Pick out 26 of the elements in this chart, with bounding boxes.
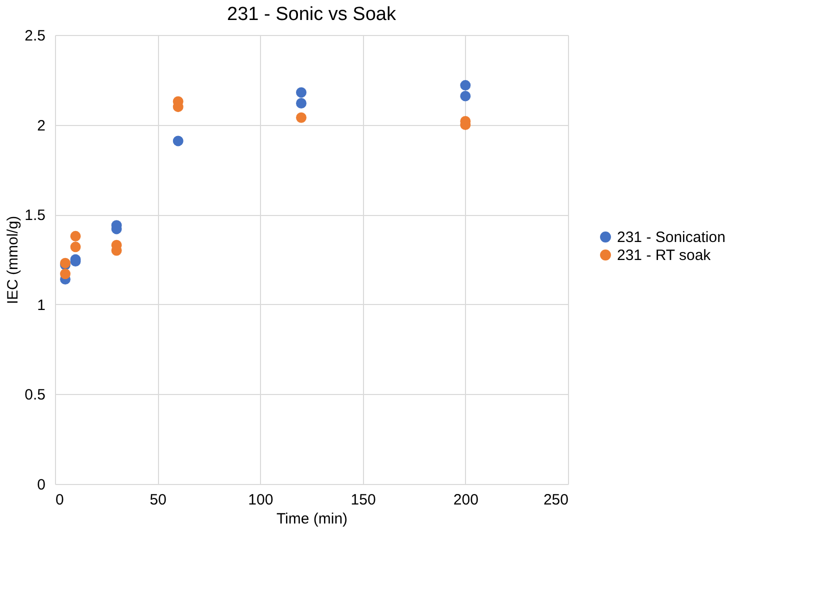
legend-label: 231 - RT soak (617, 247, 712, 264)
legend-label: 231 - Sonication (617, 229, 726, 246)
y-tick-label: 0.5 (24, 386, 46, 404)
point (296, 112, 306, 123)
x-tick-label: 100 (248, 492, 274, 508)
y-axis-title: IEC (mmol/g) (4, 216, 22, 304)
point (460, 90, 471, 102)
chart-title: 231 - Sonic vs Soak (227, 4, 396, 25)
y-tick-label: 2 (37, 117, 46, 134)
x-tick-label: 200 (453, 492, 478, 508)
point (172, 136, 184, 146)
x-tick-label: 150 (350, 492, 376, 508)
point (70, 230, 81, 242)
point (296, 98, 306, 108)
y-tick-label: 2.5 (24, 28, 46, 44)
x-axis-title: Time (min) (276, 510, 348, 528)
point (70, 242, 81, 252)
y-tick-label: 1 (37, 296, 46, 314)
x-tick-label: 50 (150, 492, 166, 508)
y-tick-label: 0 (37, 476, 46, 494)
point (296, 87, 306, 98)
x-tick-label: 0 (56, 492, 64, 508)
x-tick-label: 250 (543, 492, 568, 508)
point (460, 80, 471, 91)
point (60, 268, 71, 280)
y-tick-label: 1.5 (24, 207, 46, 224)
